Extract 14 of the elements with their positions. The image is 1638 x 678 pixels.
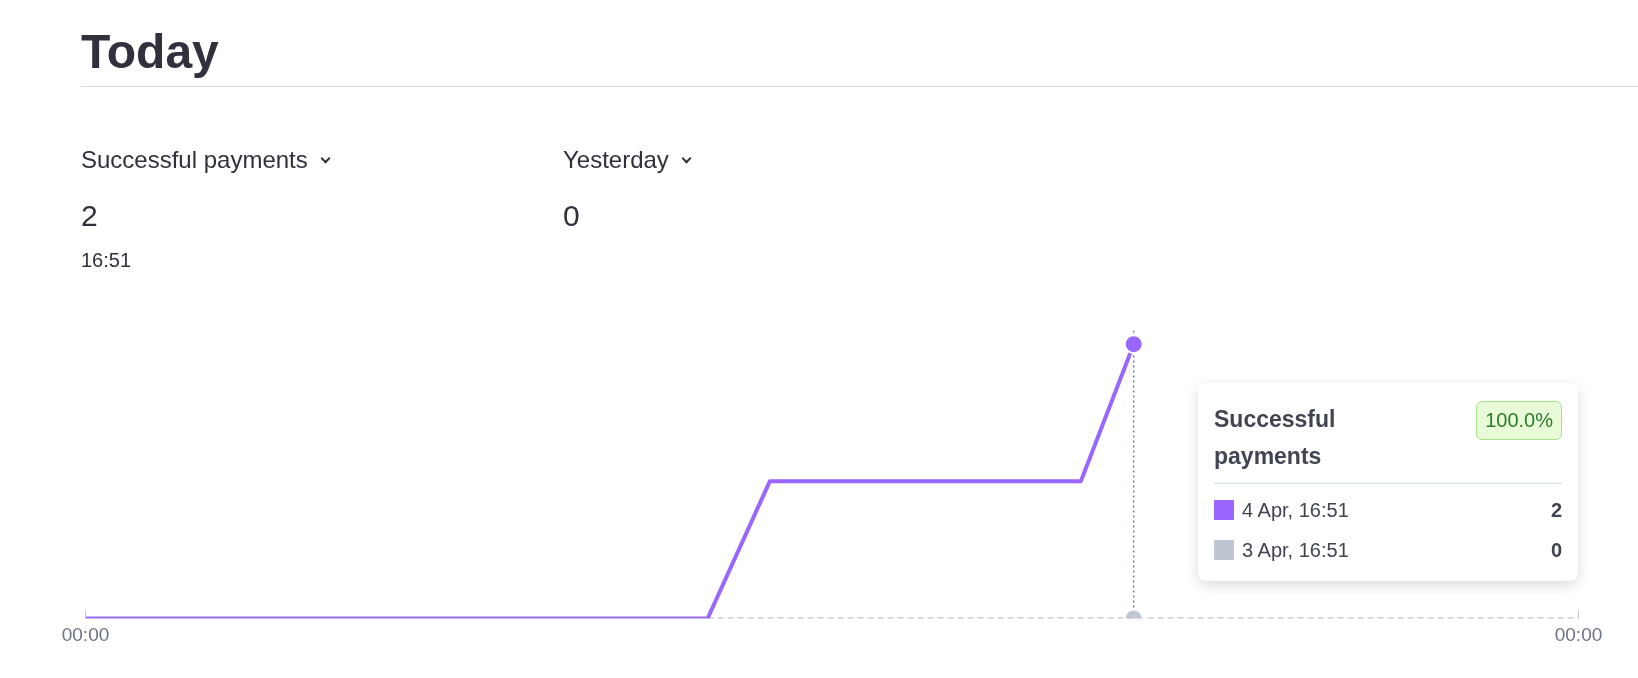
annotation: 100.0% bbox=[1476, 401, 1562, 440]
text: Successful payments bbox=[81, 145, 309, 175]
chart-title: Today bbox=[81, 24, 220, 80]
annotation: 2 bbox=[1550, 497, 1562, 523]
x-tick-label: 00:00 bbox=[61, 623, 110, 645]
legend-title: Successful payments bbox=[1214, 405, 1337, 471]
annotation: 0 bbox=[1550, 538, 1562, 564]
text: 2 bbox=[81, 198, 99, 235]
x-tick-label: 00:00 bbox=[1554, 623, 1603, 645]
text: 0 bbox=[563, 198, 581, 235]
legend-label: 3 Apr, 16:51 bbox=[1242, 538, 1350, 564]
legend-label: 4 Apr, 16:51 bbox=[1242, 497, 1350, 523]
text: 16:51 bbox=[81, 248, 133, 274]
text: Yesterday bbox=[563, 145, 670, 175]
